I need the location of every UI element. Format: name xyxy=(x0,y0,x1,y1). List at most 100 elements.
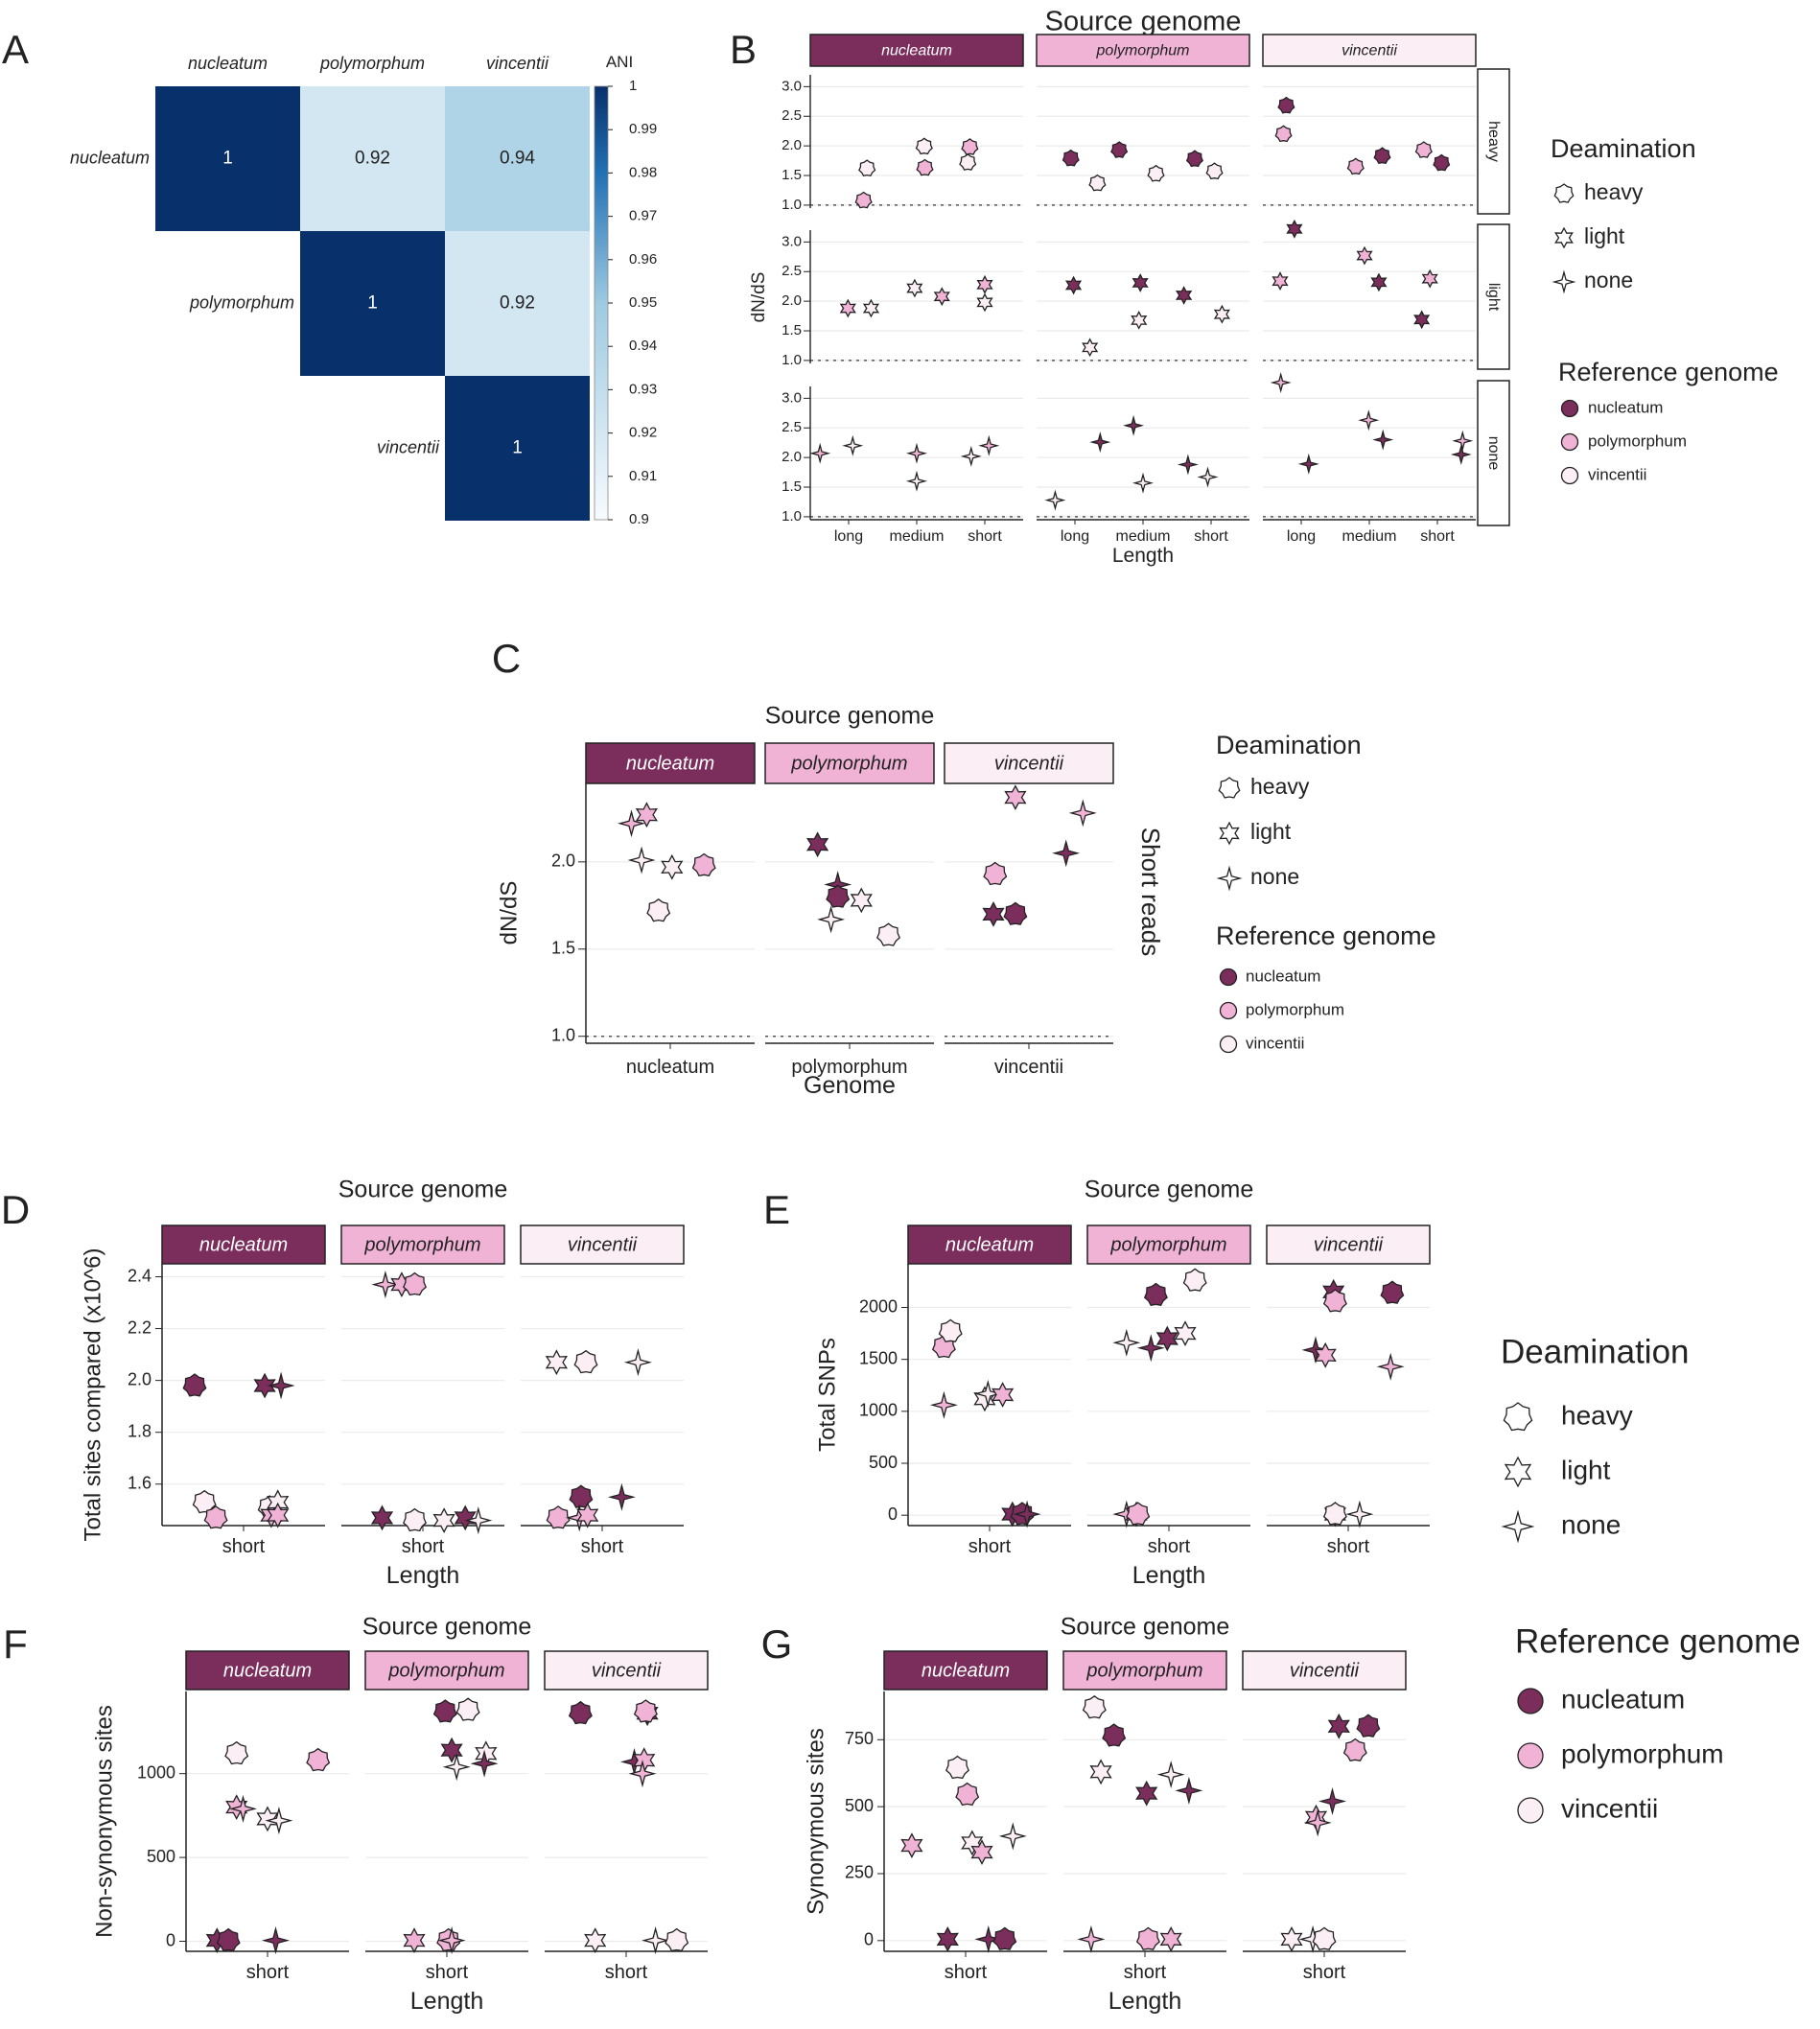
facet-strip-label: vincentii xyxy=(994,753,1064,774)
legend-e-marker-light-icon xyxy=(1504,1456,1532,1488)
panel-b-point xyxy=(905,442,928,464)
panel-g-ytick-label: 750 xyxy=(845,1729,874,1748)
heatmap-col-label: vincentii xyxy=(486,54,549,73)
facet-strip-nucleatum xyxy=(809,34,1024,67)
panel-b-point xyxy=(1286,219,1303,239)
panel-g-point xyxy=(1342,1737,1367,1762)
panel-g-point xyxy=(998,1822,1027,1851)
legend-c-swatch-nucleatum xyxy=(1219,968,1238,987)
panel-f-point xyxy=(568,1700,593,1725)
panel-b-point xyxy=(842,434,864,456)
panel-d-point xyxy=(464,1506,493,1535)
panel-g-point xyxy=(1327,1713,1350,1739)
panel-c-point xyxy=(826,884,851,908)
facet-strip-label: vincentii xyxy=(1314,1234,1384,1255)
facet-strip-label: nucleatum xyxy=(199,1234,288,1255)
panel-e-point xyxy=(1136,1334,1165,1363)
facet-strip-label: polymorphum xyxy=(363,1234,480,1255)
panel-c-point xyxy=(876,922,900,946)
panel-c-ytick-label: 1.5 xyxy=(551,939,575,958)
panel-b-point xyxy=(1270,371,1292,394)
panel-e-xlabel: Length xyxy=(1132,1562,1205,1589)
panel-g-xtick-label: short xyxy=(945,1962,988,1983)
panel-b-ytick-label: 1.5 xyxy=(782,322,802,338)
legend-e-label: heavy xyxy=(1561,1400,1633,1430)
panel-b-point xyxy=(1421,268,1438,289)
legend-b-swatch-vincentii xyxy=(1560,466,1579,485)
panel-e-point xyxy=(1314,1341,1337,1368)
panel-b-point xyxy=(1147,164,1165,182)
panel-c-point xyxy=(661,853,684,880)
facet-strip-label: vincentii xyxy=(568,1234,638,1255)
panel-c-point xyxy=(982,900,1005,927)
panel-f-point xyxy=(665,1927,689,1952)
heatmap-cell-value: 0.94 xyxy=(500,149,535,169)
panel-e-point xyxy=(1380,1280,1405,1304)
panel-d-ytick-label: 1.6 xyxy=(128,1474,152,1493)
panel-f-xtick-label: short xyxy=(426,1962,469,1983)
panel-d-point xyxy=(607,1482,636,1511)
panel-b-point xyxy=(1089,431,1111,454)
panel-b-point xyxy=(1110,141,1129,158)
heatmap-cell-value: 0.92 xyxy=(355,149,390,169)
panel-c-xlabel: Genome xyxy=(804,1072,896,1099)
panel-g-point xyxy=(1356,1714,1381,1737)
legend-g-reference-title: Reference genome xyxy=(1515,1622,1801,1660)
facet-strip-label: nucleatum xyxy=(945,1234,1034,1255)
legend-b-swatch-polymorphum xyxy=(1560,432,1579,452)
heatmap-cell xyxy=(445,231,590,376)
panel-b-point xyxy=(1131,310,1148,330)
panel-d-point xyxy=(267,1371,295,1400)
panel-d-point xyxy=(182,1373,207,1397)
panel-e-point xyxy=(938,1318,963,1342)
panel-b-ytick-label: 1.0 xyxy=(782,508,802,525)
legend-e-marker-none-icon xyxy=(1501,1509,1535,1544)
panel-f-point xyxy=(455,1697,480,1721)
panel-f-point xyxy=(470,1749,499,1778)
panel-d-point xyxy=(573,1349,598,1374)
panel-c-point xyxy=(635,802,659,828)
panel-g-point xyxy=(974,1924,1003,1953)
facet-strip-nucleatum xyxy=(907,1224,1072,1265)
panel-b-point xyxy=(1177,454,1199,476)
panel-f-point xyxy=(628,1760,657,1788)
row-strip-heavy xyxy=(1477,68,1510,215)
facet-strip-label: vincentii xyxy=(1342,43,1397,59)
panel-g-point xyxy=(1159,1925,1182,1952)
panel-d-ytick-label: 2.4 xyxy=(128,1266,152,1285)
panel-b-xlabel: Length xyxy=(1112,545,1174,567)
panel-e-ytick-label: 0 xyxy=(888,1504,898,1524)
panel-b-ytick-label: 3.0 xyxy=(782,233,802,249)
legend-c-marker-none-icon xyxy=(1216,865,1243,892)
panel-d-point xyxy=(569,1484,594,1508)
heatmap-col-label: nucleatum xyxy=(188,54,268,73)
panel-c-point xyxy=(1052,839,1081,868)
panel-g-point xyxy=(900,1832,923,1858)
heatmap-row-label: polymorphum xyxy=(189,292,294,312)
panel-e-ytick-label: 1500 xyxy=(859,1348,898,1367)
legend-b-marker-none-icon xyxy=(1552,269,1576,294)
legend-b-label: heavy xyxy=(1584,179,1644,204)
panel-d-point xyxy=(253,1372,276,1399)
legend-c-label: polymorphum xyxy=(1246,1000,1344,1018)
panel-b-point xyxy=(1082,338,1099,358)
panel-d-point xyxy=(454,1504,477,1531)
heatmap-cell xyxy=(155,86,300,231)
panel-c-point xyxy=(983,861,1008,886)
facet-strip-label: polymorphum xyxy=(790,753,907,774)
panel-b-point xyxy=(809,442,831,464)
panel-g-point xyxy=(1082,1694,1107,1719)
panel-d-point xyxy=(546,1505,571,1529)
panel-d-ytick-label: 2.2 xyxy=(128,1318,152,1337)
heatmap-cell-value: 1 xyxy=(222,149,233,169)
facet-strip-polymorphum xyxy=(364,1650,529,1691)
panel-f-point xyxy=(642,1926,670,1955)
heatmap-row-label: nucleatum xyxy=(70,148,150,167)
panel-f-ylabel: Non-synonymous sites xyxy=(91,1705,117,1938)
panel-b-point xyxy=(1370,272,1388,292)
legend-c-marker-light-icon xyxy=(1219,821,1240,846)
panel-b-point xyxy=(1358,409,1380,431)
panel-f-point xyxy=(265,1807,293,1835)
panel-c-point xyxy=(1068,799,1097,828)
panel-g-ytick-label: 500 xyxy=(845,1796,874,1815)
